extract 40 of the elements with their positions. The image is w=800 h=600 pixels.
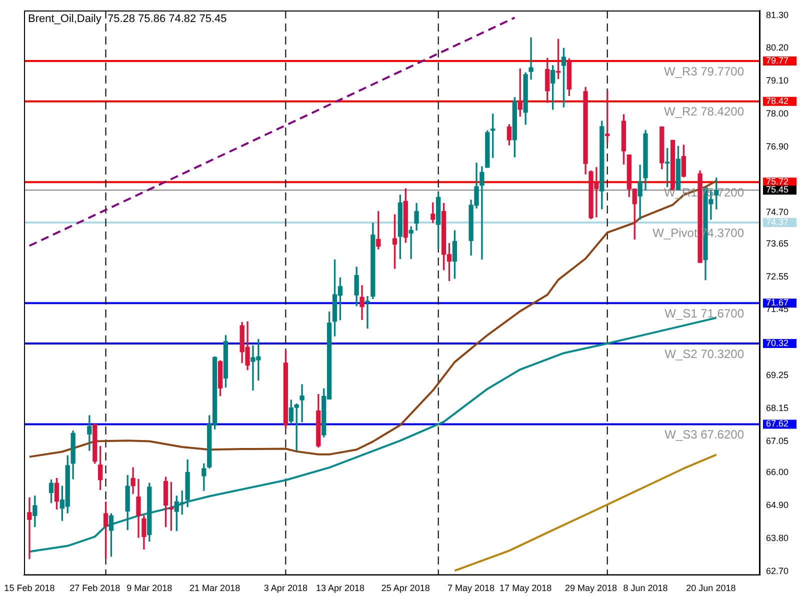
y-tick-label: 75.45 — [766, 184, 789, 195]
y-tick-label: 76.90 — [766, 141, 789, 152]
x-tick-label: 20 Jun 2018 — [686, 583, 736, 594]
y-tick-label: 81.30 — [766, 10, 789, 20]
x-tick-label: 15 Feb 2018 — [4, 583, 55, 594]
y-tick-label: 75.72 — [766, 176, 789, 187]
y-tick-label: 70.32 — [766, 338, 789, 348]
ref-line-label: W_R2 78.4200 — [664, 104, 744, 119]
y-tick-label: 74.37 — [766, 216, 789, 227]
y-tick-label: 78.00 — [766, 108, 789, 118]
y-tick-label: 79.10 — [766, 76, 789, 86]
x-tick-label: 13 Apr 2018 — [316, 583, 364, 594]
y-tick-label: 66.00 — [766, 467, 789, 478]
y-tick-label: 79.77 — [766, 56, 789, 66]
ref-line-label: W_S1 71.6700 — [664, 306, 744, 320]
x-tick-label: 17 May 2018 — [500, 583, 552, 594]
x-tick-label: 8 Jun 2018 — [623, 583, 668, 594]
x-tick-label: 29 May 2018 — [564, 583, 618, 594]
y-tick-label: 78.42 — [766, 96, 789, 106]
y-tick-label: 74.70 — [766, 207, 789, 218]
y-tick-label: 80.20 — [766, 42, 789, 53]
x-tick-label: 3 Apr 2018 — [264, 583, 308, 594]
x-tick-label: 9 Mar 2018 — [126, 583, 172, 594]
ref-line-label: W_R3 79.7700 — [664, 64, 744, 78]
ref-line-label: W_S3 67.6200 — [664, 428, 744, 442]
y-tick-label: 73.65 — [766, 238, 789, 248]
y-tick-label: 62.70 — [766, 566, 789, 576]
x-tick-label: 7 May 2018 — [448, 583, 495, 594]
x-tick-label: 27 Feb 2018 — [70, 583, 120, 594]
y-tick-label: 67.62 — [766, 418, 789, 429]
y-tick-label: 68.15 — [766, 402, 789, 413]
x-tick-label: 25 Apr 2018 — [381, 583, 430, 594]
x-tick-label: 21 Mar 2018 — [190, 583, 240, 594]
ref-line-label: W_S2 70.3200 — [664, 346, 744, 361]
y-tick-label: 64.90 — [766, 500, 789, 510]
y-tick-label: 67.05 — [766, 436, 789, 446]
y-tick-label: 69.25 — [766, 370, 789, 380]
chart-title: Brent_Oil,Daily 75.28 75.86 74.82 75.45 — [28, 13, 227, 26]
y-tick-label: 72.55 — [766, 271, 789, 282]
y-tick-label: 63.80 — [766, 532, 789, 543]
